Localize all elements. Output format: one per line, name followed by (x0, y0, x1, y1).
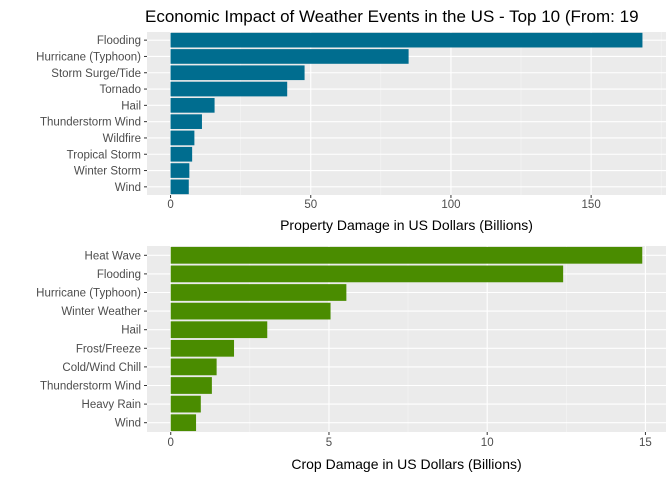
bar (170, 114, 202, 129)
x-axis-title: Property Damage in US Dollars (Billions) (280, 217, 533, 233)
chart-panel-2: Heat Wave Flooding Hurricane (Typhoon) Wint… (36, 246, 666, 472)
x-tick-label: 50 (304, 199, 317, 211)
category-label: Winter Weather (61, 306, 141, 318)
bar (170, 65, 305, 81)
bar (170, 265, 564, 283)
x-tick-label: 10 (481, 437, 494, 449)
x-axis-title: Crop Damage in US Dollars (Billions) (291, 456, 521, 472)
bar (170, 358, 217, 376)
chart-title: Economic Impact of Weather Events in the… (145, 7, 639, 26)
category-label: Storm Surge/Tide (51, 68, 141, 80)
bar (170, 130, 195, 146)
x-tick-label: 5 (326, 437, 332, 449)
category-label: Hurricane (Typhoon) (36, 288, 141, 300)
x-tick-label: 0 (167, 199, 173, 211)
bar (170, 377, 212, 394)
x-tick-label: 100 (441, 199, 460, 211)
bar (170, 321, 268, 339)
bar (170, 395, 201, 413)
category-label: Winter Storm (74, 166, 141, 178)
bar (170, 146, 193, 162)
category-label: Hurricane (Typhoon) (36, 51, 141, 63)
category-label: Wind (115, 182, 141, 194)
category-label: Tornado (99, 84, 141, 96)
bar (170, 302, 331, 320)
category-label: Hail (121, 100, 141, 112)
bar (170, 246, 643, 264)
category-label: Cold/Wind Chill (62, 362, 141, 374)
category-label: Heavy Rain (82, 399, 141, 411)
bar (170, 414, 197, 432)
bar (170, 163, 190, 178)
category-label: Flooding (97, 35, 141, 47)
x-tick-label: 15 (639, 437, 652, 449)
category-label: Thunderstorm Wind (40, 117, 141, 129)
category-label: Frost/Freeze (76, 343, 141, 355)
bar (170, 339, 235, 357)
bar (170, 32, 643, 48)
bar (170, 98, 215, 113)
category-label: Tropical Storm (67, 149, 141, 161)
category-label: Flooding (97, 269, 141, 281)
category-label: Wildfire (103, 133, 141, 145)
category-label: Hail (121, 325, 141, 337)
bar (170, 81, 288, 97)
x-tick-label: 0 (168, 437, 174, 449)
bar (170, 284, 347, 301)
category-label: Thunderstorm Wind (40, 381, 141, 393)
bar (170, 179, 189, 195)
category-label: Heat Wave (85, 250, 141, 262)
bar (170, 49, 409, 64)
x-tick-label: 150 (582, 199, 601, 211)
chart-panel-1: Flooding Hurricane (Typhoon) Storm Surge/T… (36, 32, 666, 233)
category-label: Wind (115, 418, 141, 430)
